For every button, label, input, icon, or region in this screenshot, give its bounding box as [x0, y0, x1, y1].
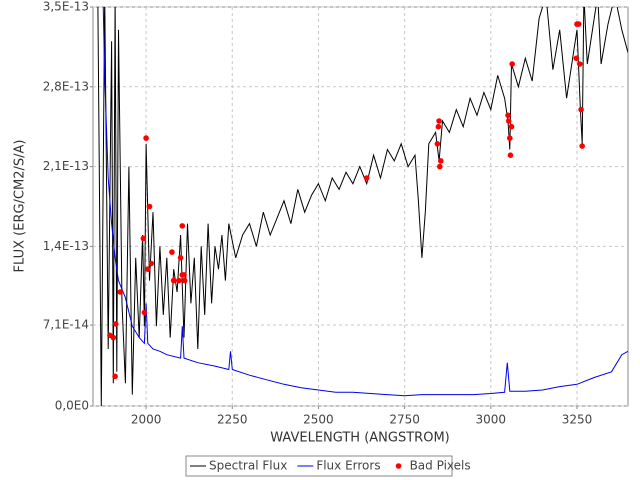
bad-pixel — [141, 309, 148, 316]
y-tick-label: 1,4E-13 — [43, 239, 89, 253]
y-tick-label: 2,1E-13 — [43, 159, 89, 173]
bad-pixel — [117, 289, 124, 295]
bad-pixel — [177, 254, 184, 261]
axes: 0,0E0 7,1E-14 1,4E-13 2,1E-13 2,8E-13 3,5E-13… — [43, 0, 593, 427]
bad-pixel — [363, 175, 370, 181]
bad-pixel — [438, 158, 444, 164]
bad-pixel — [181, 272, 187, 278]
x-axis-label: WAVELENGTH (ANGSTROM) — [270, 431, 449, 446]
bad-pixel — [508, 123, 515, 130]
bad-pixel — [170, 277, 177, 284]
x-tick-label: 2500 — [303, 413, 334, 427]
bad-pixel — [573, 55, 580, 62]
bad-pixel — [145, 266, 151, 273]
bad-pixel — [576, 61, 583, 67]
legend-label: Flux Errors — [316, 459, 380, 473]
y-tick-label: 3,5E-13 — [43, 0, 89, 14]
y-tick-label: 7,1E-14 — [43, 318, 89, 332]
bad-pixel — [146, 203, 153, 210]
bad-pixel — [506, 135, 513, 141]
bad-pixel — [143, 135, 149, 141]
legend-label: Spectral Flux — [209, 459, 287, 473]
legend-marker — [395, 463, 402, 469]
bad-pixel — [505, 118, 512, 124]
bad-pixel — [507, 152, 514, 158]
bad-pixel — [181, 277, 188, 284]
x-tick-label: 2750 — [389, 413, 420, 427]
bad-pixel — [140, 235, 147, 242]
bad-pixel — [435, 123, 442, 130]
legend — [185, 455, 453, 477]
legend-items: Spectral Flux Flux Errors Bad Pixels — [190, 459, 471, 473]
series-line — [102, 7, 628, 397]
bad-pixel — [112, 321, 119, 327]
grid — [93, 6, 628, 407]
bad-pixel — [509, 61, 515, 67]
bad-pixel — [179, 223, 186, 229]
bad-pixel — [148, 260, 155, 267]
bad-pixel — [169, 249, 175, 255]
plot-area — [92, 6, 629, 407]
bad-pixel — [436, 163, 443, 170]
bad-pixel — [110, 334, 117, 341]
bad-pixel — [176, 277, 182, 284]
bad-pixel — [112, 373, 118, 380]
series-line — [97, 7, 628, 406]
y-tick-label: 0,0E0 — [55, 399, 89, 413]
bad-pixel — [436, 118, 442, 124]
x-tick-label: 2000 — [131, 413, 162, 427]
x-tick-label: 2250 — [217, 413, 248, 427]
bad-pixel — [579, 143, 585, 149]
bad-pixel — [505, 112, 511, 119]
legend-label: Bad Pixels — [410, 459, 471, 473]
bad-pixel — [434, 141, 441, 147]
x-tick-label: 3250 — [562, 413, 593, 427]
y-tick-label: 2,8E-13 — [43, 79, 89, 93]
x-tick-label: 3000 — [476, 413, 507, 427]
data — [97, 7, 628, 406]
y-axis-label: FLUX (ERG/CM2/S/A) — [13, 140, 28, 273]
bad-pixel — [578, 106, 584, 113]
bad-pixel — [575, 21, 582, 27]
